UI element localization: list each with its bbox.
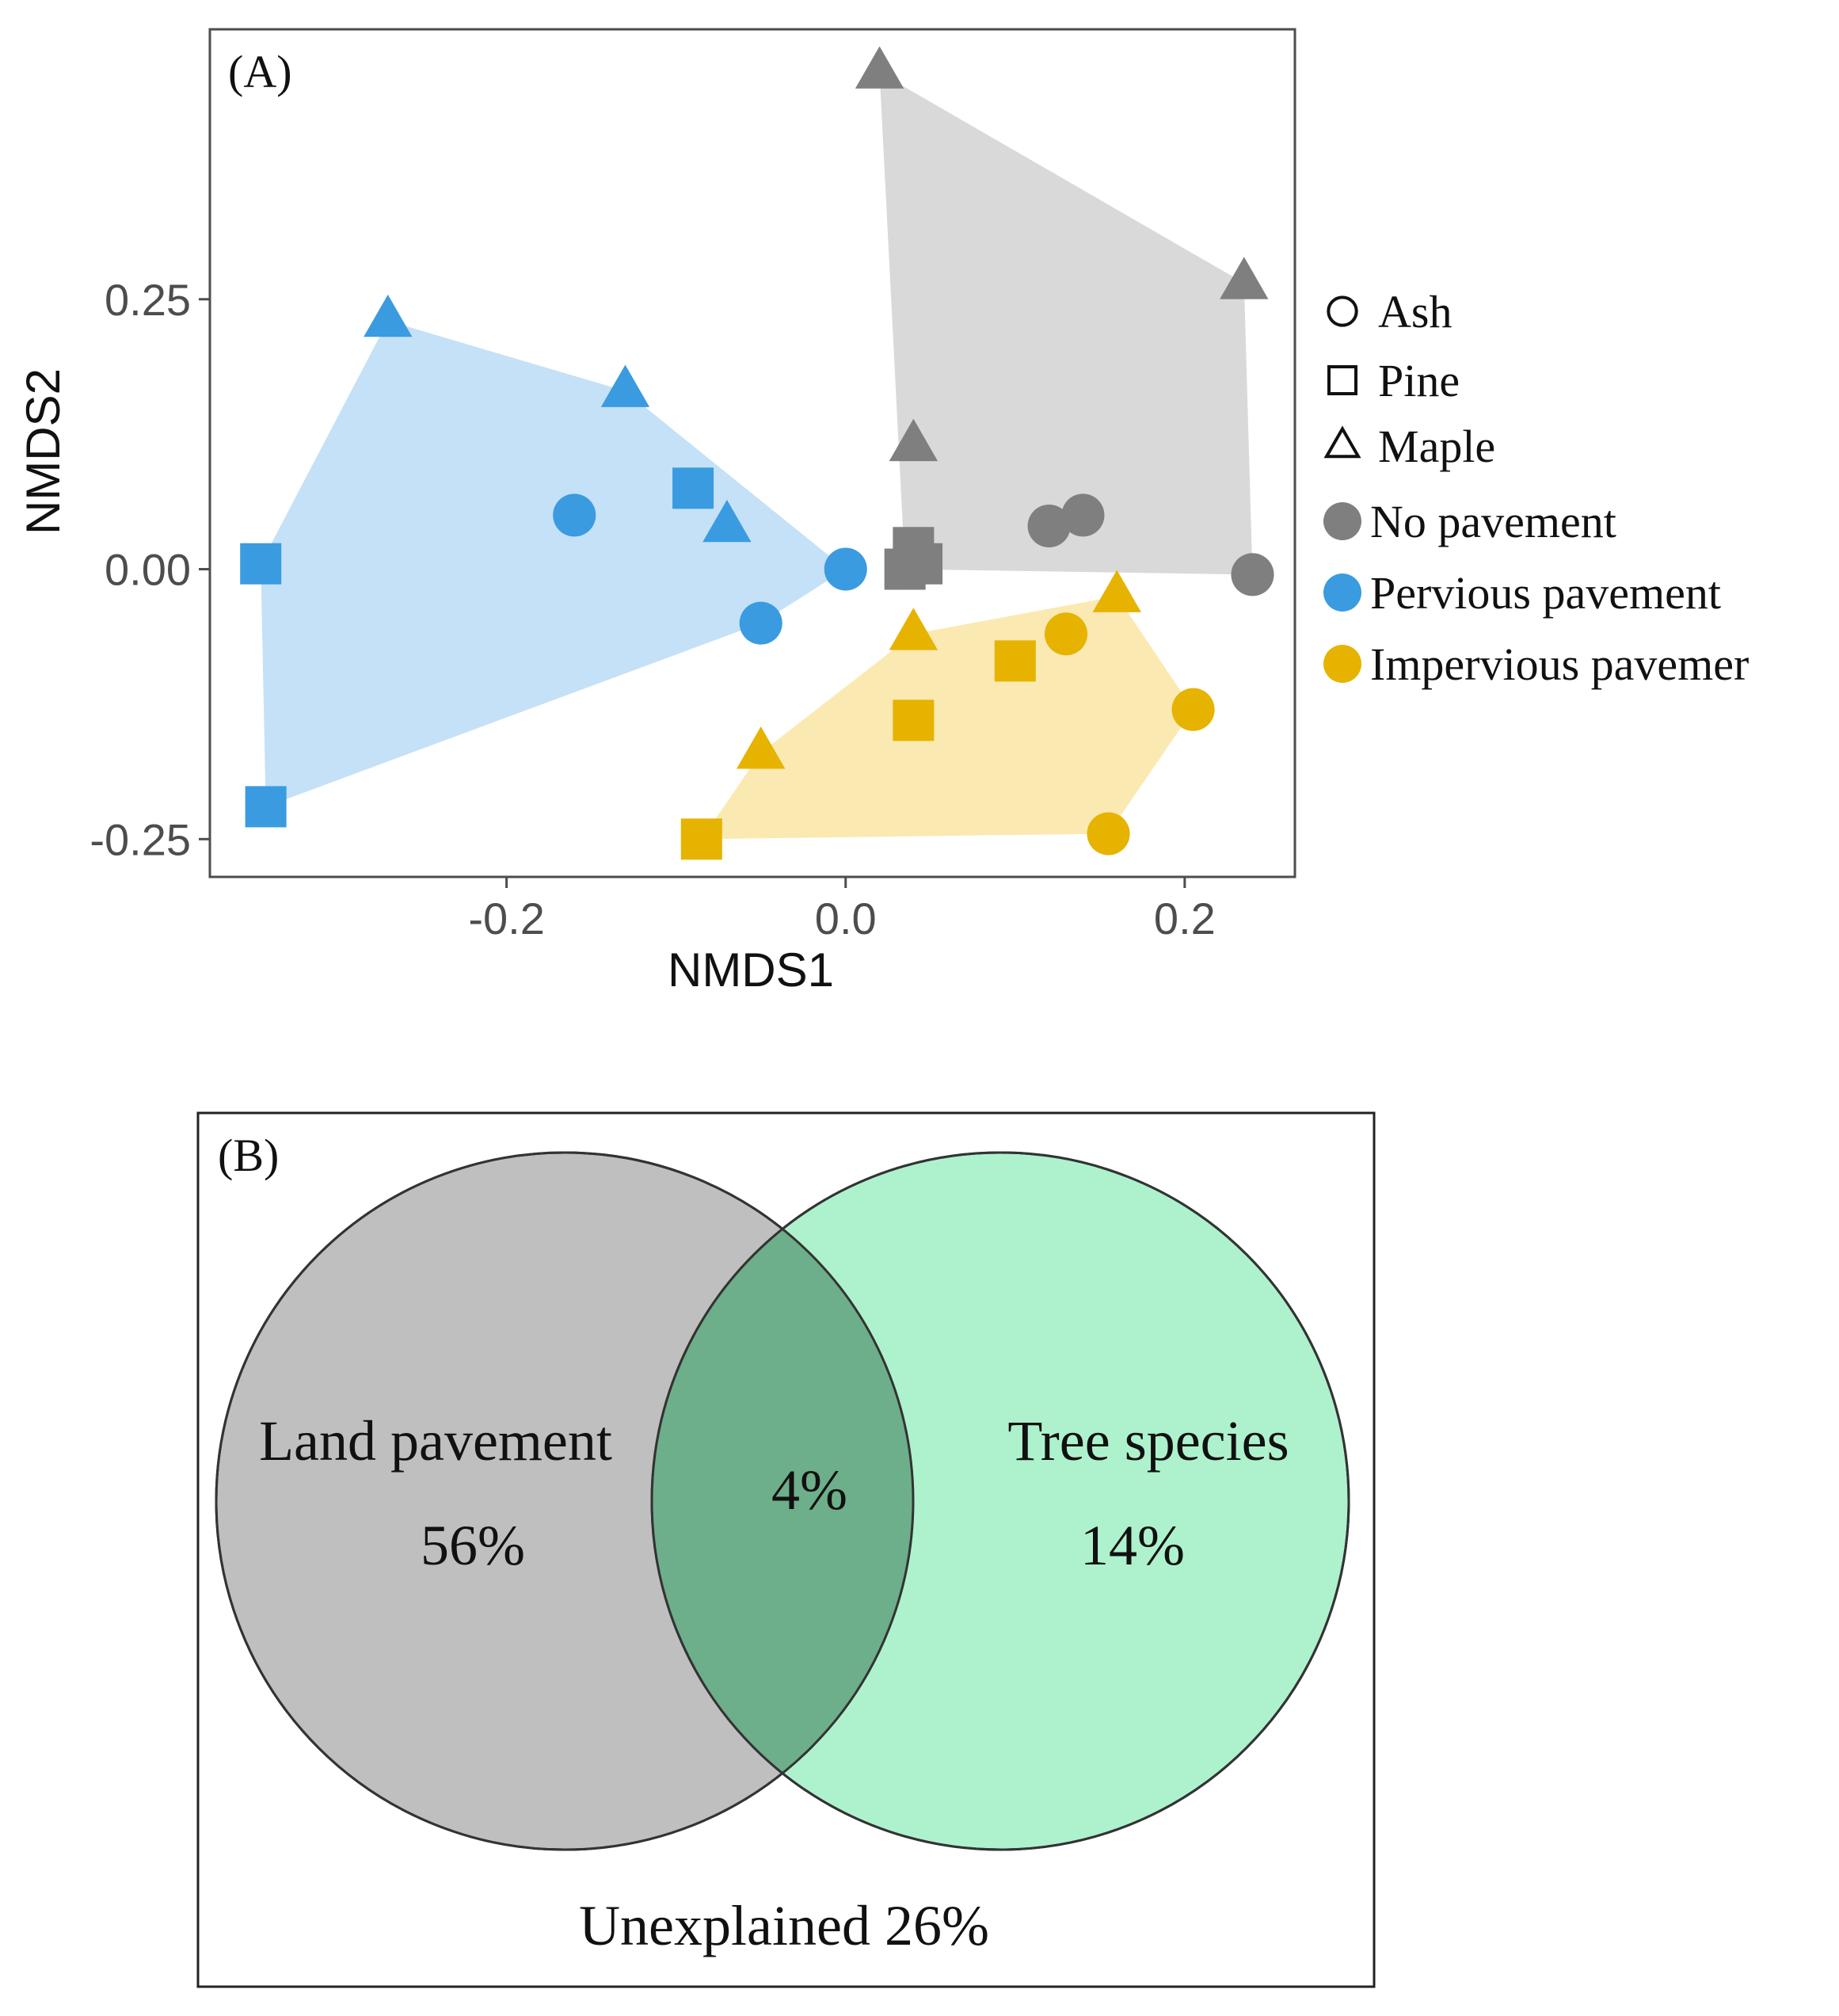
x-tick-label: 0.2 <box>1154 894 1216 943</box>
point-no-pavement-circle <box>1231 553 1274 596</box>
panel-b-label: (B) <box>218 1130 279 1181</box>
venn-border <box>196 1111 1376 1988</box>
legend-square-icon <box>1327 365 1357 395</box>
point-pervious-pavement-triangle <box>702 499 752 543</box>
point-no-pavement-triangle <box>1220 257 1269 299</box>
point-pervious-pavement-square <box>672 467 714 509</box>
venn-left-value: 56% <box>421 1514 525 1577</box>
legend-color-icon <box>1323 574 1361 612</box>
point-no-pavement-circle <box>1061 494 1105 537</box>
legend-label-pine: Pine <box>1378 355 1460 406</box>
plot-border <box>208 28 1296 878</box>
legend-color-icon <box>1323 502 1361 540</box>
point-impervious-pavemer-triangle <box>889 608 939 650</box>
convex-hulls <box>261 72 1253 840</box>
venn-right-name: Tree species <box>1007 1409 1289 1473</box>
point-pervious-pavement-circle <box>824 547 867 591</box>
hull-no-pavement <box>879 72 1253 575</box>
point-no-pavement-square <box>901 543 943 585</box>
x-tick-label: -0.2 <box>468 894 545 943</box>
point-impervious-pavemer-circle <box>1087 812 1130 856</box>
y-axis: 0.25 0.00 -0.25 <box>89 275 210 864</box>
y-tick-label: 0.25 <box>105 275 191 325</box>
y-tick-label: 0.00 <box>105 545 191 595</box>
point-no-pavement-circle <box>1027 504 1071 548</box>
hull-impervious-pavemer <box>701 596 1194 840</box>
point-impervious-pavemer-triangle <box>737 726 786 769</box>
venn-unexplained: Unexplained 26% <box>579 1894 989 1957</box>
venn-left-outline <box>215 1151 915 1851</box>
venn-right-outline <box>650 1151 1350 1851</box>
nmds-panel: (A) -0.2 0.0 0.2 0.25 0.00 -0.25 NMDS1 NMDS2… <box>17 28 1749 997</box>
legend-label-impervious-pavemer: Impervious pavemer <box>1370 638 1749 690</box>
venn-panel: (B) Land pavement 56% Tree species 14% 4… <box>196 1111 1376 1988</box>
venn-left-name: Land pavement <box>259 1409 612 1473</box>
panel-a-label: (A) <box>228 46 292 97</box>
x-tick-label: 0.0 <box>815 894 877 943</box>
venn-right-value: 14% <box>1080 1514 1185 1577</box>
point-impervious-pavemer-square <box>994 640 1036 682</box>
point-no-pavement-triangle <box>889 418 939 462</box>
x-axis-label: NMDS1 <box>668 943 834 997</box>
point-pervious-pavement-triangle <box>600 364 650 407</box>
point-impervious-pavemer-square <box>680 818 722 860</box>
venn-intersection <box>652 1153 913 1850</box>
hull-pervious-pavement <box>261 321 846 807</box>
legend-label-ash: Ash <box>1378 286 1452 337</box>
point-no-pavement-triangle <box>855 46 904 89</box>
y-axis-label: NMDS2 <box>17 368 70 535</box>
point-impervious-pavemer-square <box>893 699 935 741</box>
venn-intersection-value: 4% <box>771 1458 847 1522</box>
point-impervious-pavemer-circle <box>1044 612 1088 656</box>
x-axis: -0.2 0.0 0.2 <box>468 877 1216 943</box>
legend-label-no-pavement: No pavement <box>1370 496 1616 547</box>
point-pervious-pavement-circle <box>739 601 782 645</box>
point-impervious-pavemer-circle <box>1171 688 1215 731</box>
point-pervious-pavement-triangle <box>364 294 413 337</box>
point-pervious-pavement-square <box>245 786 287 828</box>
legend-label-pervious-pavement: Pervious pavement <box>1370 567 1721 619</box>
legend-color-icon <box>1323 645 1361 683</box>
point-pervious-pavement-circle <box>553 494 596 537</box>
point-impervious-pavemer-triangle <box>1092 570 1141 612</box>
y-tick-label: -0.25 <box>89 814 191 864</box>
point-pervious-pavement-square <box>240 543 282 585</box>
legend-triangle-icon <box>1323 425 1361 459</box>
legend-label-maple: Maple <box>1378 421 1495 472</box>
data-points <box>240 46 1274 860</box>
legend-circle-icon <box>1327 295 1358 327</box>
legend: Ash Pine Maple No pavement Pervious pavement… <box>1323 286 1749 690</box>
